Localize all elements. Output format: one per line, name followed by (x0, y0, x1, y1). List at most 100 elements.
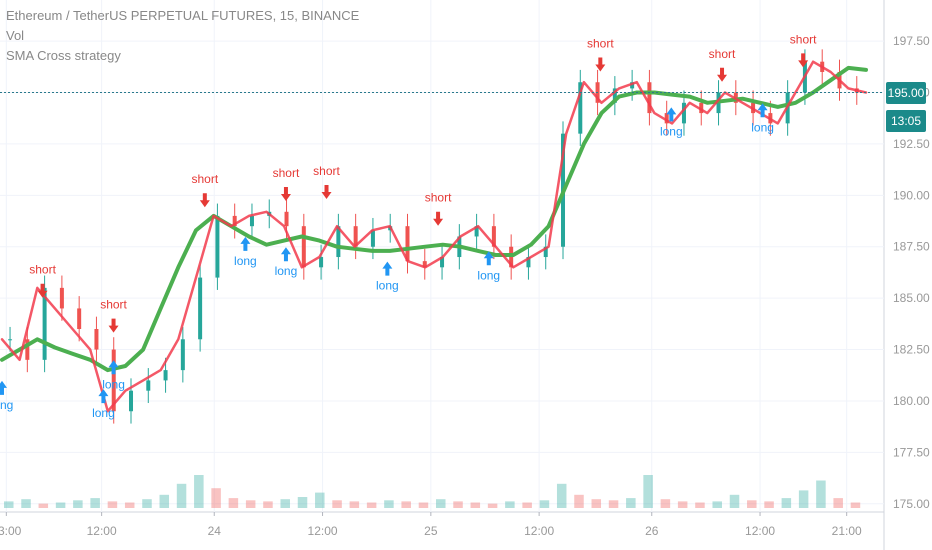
short-arrow-icon (595, 57, 606, 72)
candle-body (42, 287, 47, 360)
long-arrow-icon (98, 389, 109, 404)
short-signal: short (313, 164, 341, 200)
candle-body (111, 349, 116, 412)
candle-body (491, 226, 496, 247)
short-signal-label: short (709, 47, 736, 61)
short-signal-label: short (313, 164, 340, 178)
candle-body (232, 215, 237, 227)
candle-body (180, 339, 185, 371)
candle-body (77, 308, 82, 329)
volume-bar (660, 499, 671, 508)
long-signal-label: long (102, 377, 125, 391)
short-signal-label: short (587, 37, 614, 51)
candle-body (578, 82, 583, 134)
short-signal-label: short (100, 298, 127, 312)
candle-body (509, 246, 514, 268)
volume-bar (194, 475, 204, 508)
long-signal: long (234, 236, 257, 268)
volume-indicator-label[interactable]: Vol (6, 28, 25, 43)
volume-bar (781, 498, 792, 508)
volume-bar (436, 499, 446, 508)
candle-body (405, 226, 410, 262)
long-signal-label: long (0, 398, 13, 412)
volume-bar (574, 494, 584, 508)
volume-bar (643, 475, 653, 508)
short-signal-label: short (273, 166, 300, 180)
candle-body (301, 226, 306, 268)
candle-body (681, 102, 686, 124)
volume-bar (38, 503, 49, 508)
volume-bar (280, 499, 290, 508)
volume-bar (142, 499, 152, 508)
volume-bar (764, 501, 774, 508)
symbol-title[interactable]: Ethereum / TetherUS PERPETUAL FUTURES, 1… (6, 8, 360, 23)
chart-legend: Ethereum / TetherUS PERPETUAL FUTURES, 1… (6, 6, 359, 66)
candle-body (8, 339, 13, 341)
y-tick-label: 185.00 (893, 291, 930, 305)
candle-body (129, 390, 134, 412)
short-signal: short (587, 37, 614, 72)
y-tick-label: 182.50 (893, 343, 930, 357)
short-signal: short (709, 47, 736, 82)
short-signal: short (425, 191, 452, 226)
long-signal: long (376, 261, 399, 293)
short-arrow-icon (433, 211, 444, 226)
short-arrow-icon (321, 185, 332, 200)
y-tick-label: 192.50 (893, 137, 930, 151)
slow-sma-line (0, 65, 868, 373)
volume-bar (349, 501, 360, 508)
volume-bar (556, 483, 567, 508)
candle-body (284, 211, 289, 227)
bar-countdown-badge: 13:05 (886, 109, 926, 132)
y-tick-label: 180.00 (893, 394, 930, 408)
long-arrow-icon (240, 236, 251, 251)
volume-bar (297, 497, 308, 508)
fast-sma-line (0, 60, 868, 413)
long-signal: long (660, 107, 683, 138)
candle-body (59, 287, 64, 309)
short-signal-label: short (790, 32, 817, 46)
volume-bar (677, 501, 688, 508)
volume-bar (315, 492, 325, 508)
y-tick-label: 177.50 (893, 445, 930, 459)
y-tick-label: 187.50 (893, 240, 930, 254)
volume-bar (695, 502, 705, 508)
x-tick-label: 25 (424, 524, 438, 538)
candle-body (215, 215, 220, 278)
candle-body (25, 339, 30, 360)
long-signal: long (751, 103, 774, 134)
x-tick-label: 26 (645, 524, 659, 538)
volume-bar (798, 490, 809, 508)
volume-bar (211, 488, 221, 508)
candle-body (647, 82, 652, 114)
candle-body (249, 215, 254, 227)
candle-body (94, 328, 99, 350)
volume-bar (591, 499, 602, 508)
volume-bar (124, 502, 135, 508)
long-arrow-icon (280, 247, 291, 262)
candle-body (440, 257, 445, 268)
volume-bar (107, 501, 118, 508)
volume-bar (522, 502, 532, 508)
short-signal-label: short (191, 172, 218, 186)
volume-bar (712, 501, 722, 508)
candle-body (370, 230, 375, 247)
short-signal: short (100, 298, 128, 333)
candle-body (664, 113, 669, 124)
volume-bar (608, 500, 619, 508)
volume-bar (470, 502, 481, 508)
long-signal: long (92, 389, 115, 420)
volume-bar (747, 500, 757, 508)
long-arrow-icon (108, 360, 119, 375)
last-price-badge: 195.00 (886, 81, 926, 104)
strategy-label[interactable]: SMA Cross strategy (6, 48, 121, 63)
short-arrow-icon (108, 318, 119, 333)
long-signal-label: long (376, 279, 399, 293)
short-arrow-icon (717, 67, 728, 82)
volume-bar (263, 501, 273, 508)
x-tick-label: 12:00 (308, 524, 338, 538)
short-signal: short (273, 166, 300, 202)
short-arrow-icon (798, 53, 809, 68)
